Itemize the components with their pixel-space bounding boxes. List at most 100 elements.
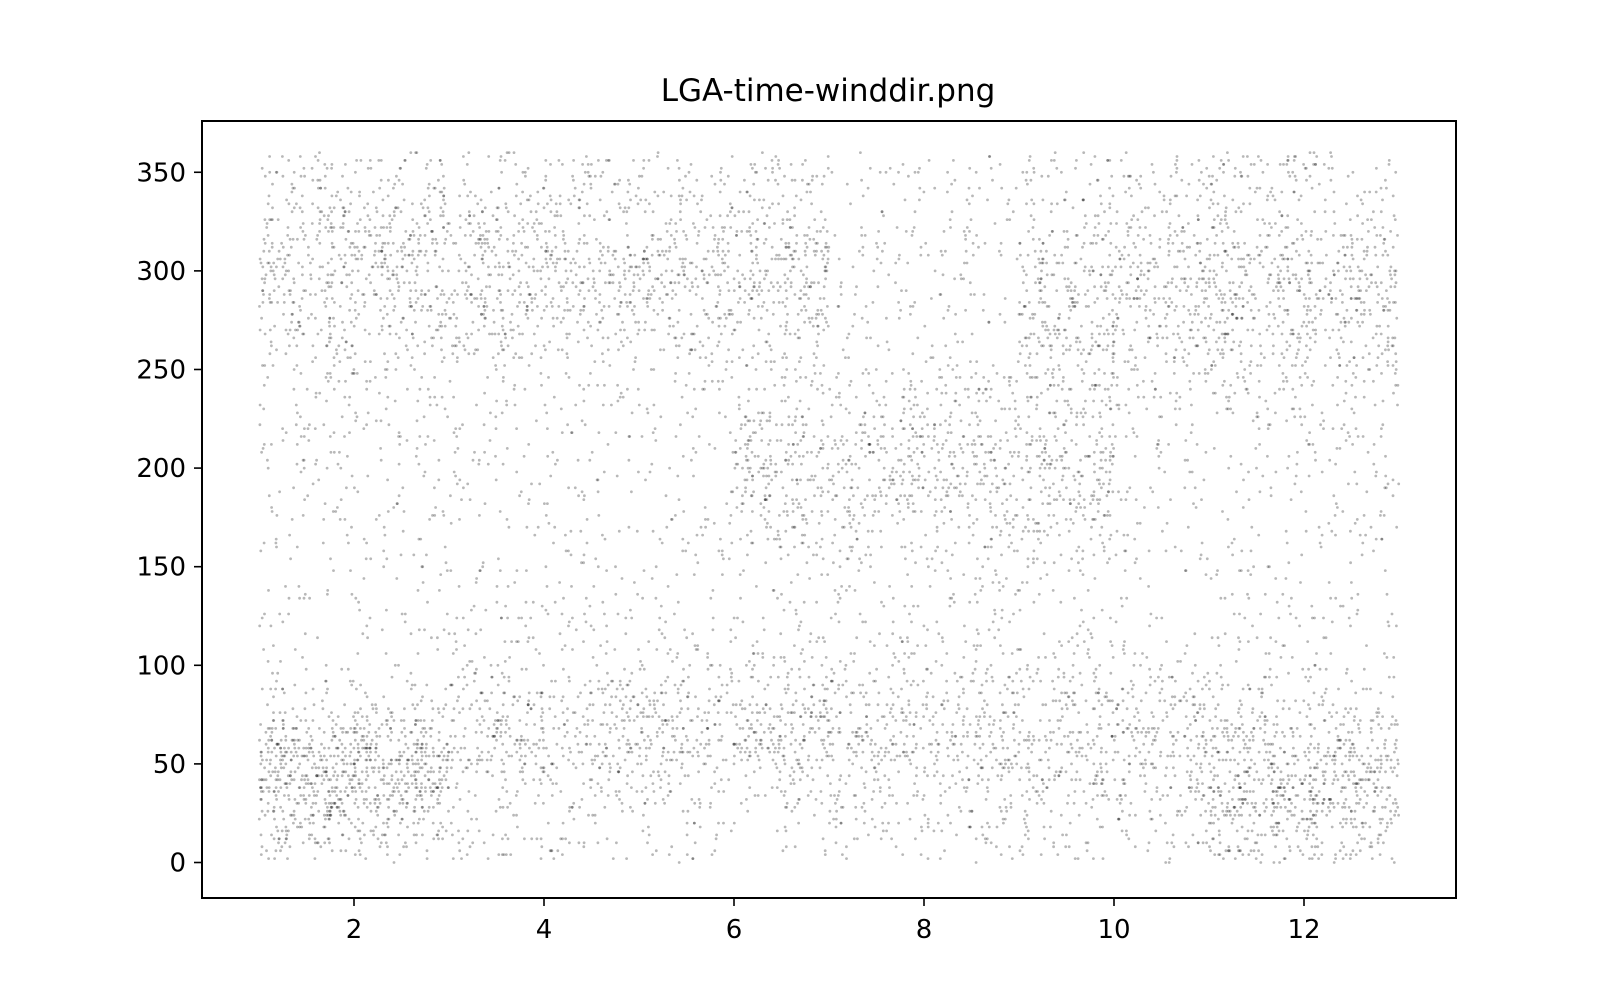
data-point [812,683,816,687]
data-point [1286,308,1290,312]
data-point [661,301,664,304]
data-point [483,391,486,395]
data-point [1297,198,1301,202]
data-point [816,344,819,348]
data-point [483,502,487,505]
data-point [582,305,586,308]
data-point [365,766,369,770]
data-point [354,230,357,233]
data-point [946,494,950,498]
data-point [1312,379,1316,383]
data-point [1373,245,1377,249]
data-point [1009,794,1013,797]
data-point [1088,435,1092,438]
data-point [873,644,876,647]
data-point [1185,770,1189,774]
data-point [1148,683,1152,687]
data-point [365,387,369,391]
data-point [406,387,409,391]
data-point [1174,163,1177,166]
data-point [848,510,851,513]
data-point [1309,742,1312,746]
data-point [297,320,301,324]
data-point [380,328,384,332]
data-point [783,174,786,178]
data-point [696,715,699,718]
data-point [1173,356,1177,359]
data-point [1171,833,1175,837]
data-point [414,454,418,458]
data-point [1095,498,1099,501]
data-point [933,498,937,501]
data-point [1148,809,1152,813]
data-point [1237,206,1241,210]
data-point [1333,754,1337,758]
data-point [544,514,548,517]
data-point [325,344,328,348]
data-point [851,518,855,521]
data-point [269,269,273,273]
data-point [995,845,998,849]
data-point [1311,616,1314,620]
data-point [481,234,485,237]
data-point [591,285,595,289]
data-point [350,474,354,478]
data-point [1093,301,1097,304]
data-point [1139,186,1143,190]
data-point [1027,730,1031,734]
data-point [783,376,787,379]
data-point [257,817,261,821]
data-point [1345,817,1348,821]
data-point [1265,245,1269,249]
data-point [1230,592,1234,596]
data-point [1384,348,1387,352]
data-point [632,273,636,277]
data-point [617,790,621,793]
data-point [477,328,480,332]
data-point [343,210,347,214]
data-point [724,368,728,371]
data-point [756,794,760,797]
data-point [1159,324,1162,328]
data-point [548,194,552,198]
data-point [891,620,895,624]
data-point [416,399,420,403]
data-point [342,770,346,774]
data-point [564,549,568,553]
data-point [1084,411,1087,415]
data-point [960,675,964,679]
data-point [956,758,960,762]
data-point [1024,178,1028,182]
data-point [836,305,840,308]
data-point [475,770,478,774]
data-point [260,450,263,454]
data-point [801,163,804,166]
data-point [1389,285,1393,289]
data-point [1052,845,1055,849]
data-point [1069,297,1072,300]
data-point [846,557,850,561]
data-point [1249,285,1253,289]
data-point [1053,151,1057,155]
data-point [366,474,370,478]
data-point [1349,285,1353,289]
data-point [1167,443,1170,446]
data-point [318,210,322,214]
data-point [706,754,710,758]
data-point [1344,738,1348,742]
data-point [820,758,824,762]
data-point [327,320,331,324]
data-point [438,778,441,782]
data-point [1271,829,1274,833]
data-point [506,344,510,348]
data-point [1252,727,1256,730]
data-point [679,202,682,206]
data-point [335,348,338,352]
data-point [1285,837,1289,841]
data-point [1277,281,1281,285]
data-point [858,249,861,253]
data-point [326,809,329,813]
data-point [601,600,605,604]
data-point [749,439,753,442]
data-point [1393,723,1397,726]
